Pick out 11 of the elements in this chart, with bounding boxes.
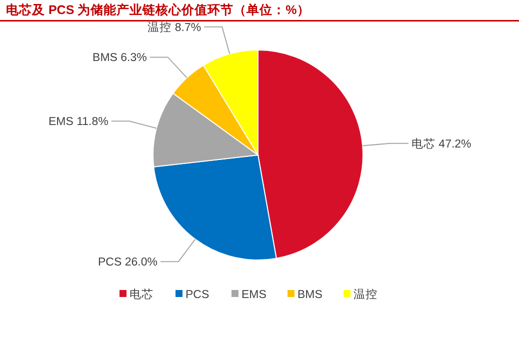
legend-label: PCS — [186, 289, 210, 301]
data-label: BMS 6.3% — [92, 52, 147, 64]
legend-label: 电芯 — [130, 288, 154, 301]
data-label: PCS 26.0% — [98, 256, 158, 269]
legend-label: EMS — [242, 289, 267, 301]
legend-label: 温控 — [354, 288, 378, 301]
chart-title: 电芯及 PCS 为储能产业链核心价值环节（单位：%） — [6, 2, 310, 17]
data-label: 温控 8.7% — [148, 20, 202, 34]
data-label: EMS 11.8% — [48, 116, 108, 128]
legend-label: BMS — [298, 289, 323, 301]
data-label: 电芯 47.2% — [411, 137, 472, 150]
